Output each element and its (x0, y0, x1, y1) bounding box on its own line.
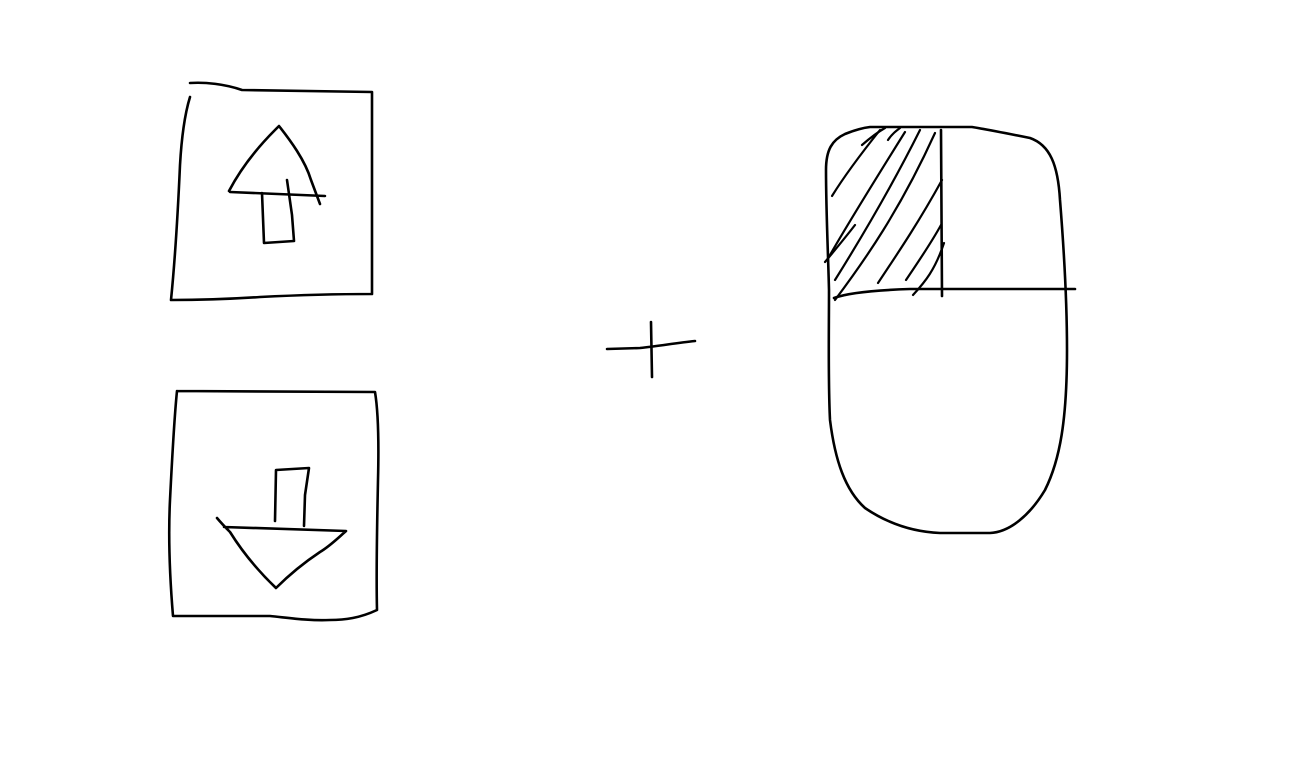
plus-icon (605, 320, 697, 379)
arrow-up-icon (227, 124, 327, 245)
arrow-down-icon (215, 466, 348, 590)
mouse-icon (823, 125, 1077, 535)
mouse-buttons-baseline (832, 287, 1077, 300)
mouse-button-divider (939, 128, 944, 298)
mouse-body (824, 125, 1069, 535)
down-key-frame (167, 389, 380, 622)
down-arrow-key (167, 389, 380, 622)
left-button-hatching (823, 126, 946, 302)
up-key-frame (169, 81, 374, 302)
up-arrow-key (169, 81, 374, 302)
